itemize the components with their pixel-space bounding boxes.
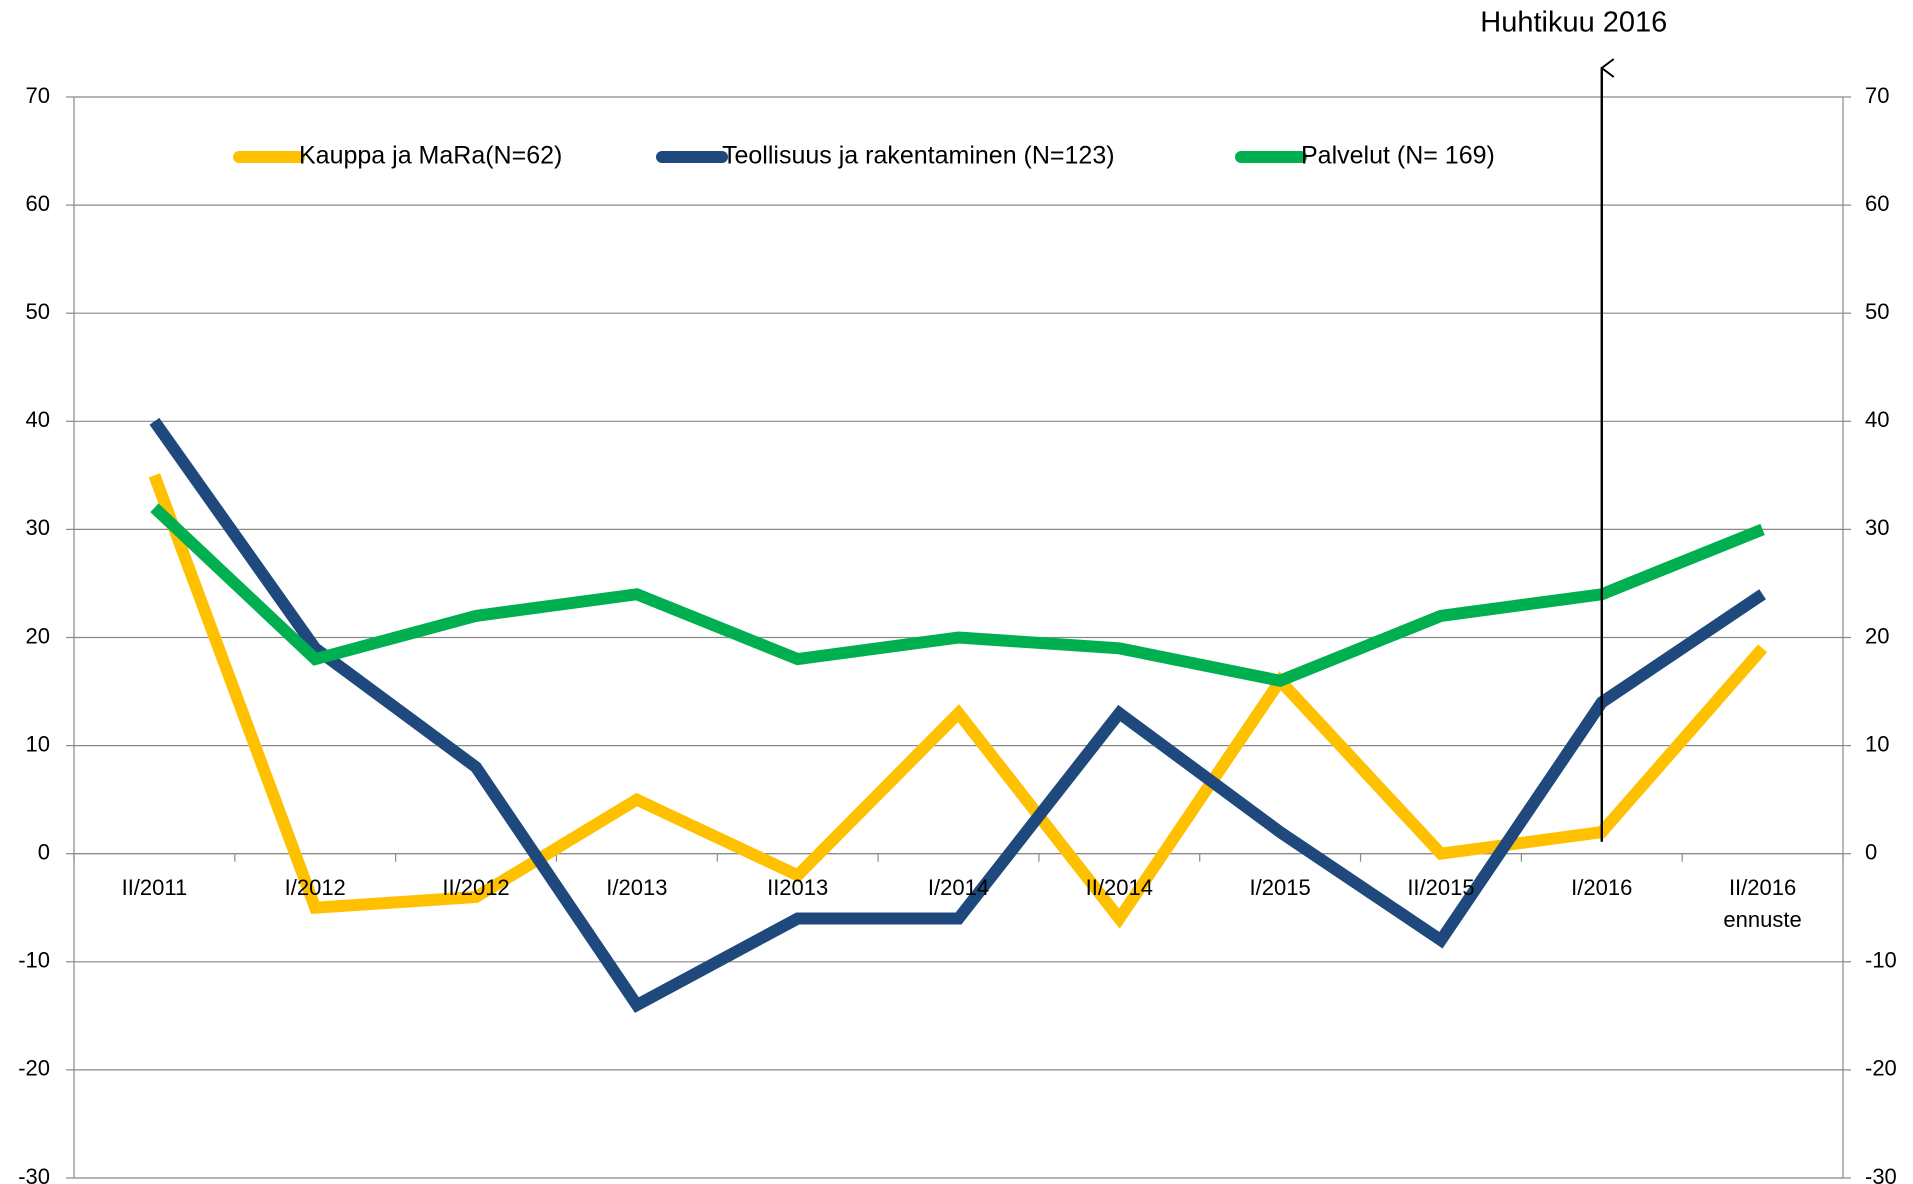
y2-tick-label: 50	[1865, 299, 1889, 324]
x-tick-label: II/2016 ennuste	[1723, 874, 1802, 932]
series-line	[149, 417, 1766, 1013]
x-tick-label: II2013	[767, 874, 829, 900]
y2-tick-label: 0	[1865, 840, 1877, 865]
y2-tick-label: 40	[1865, 407, 1889, 432]
series-line	[150, 503, 1765, 687]
y-tick-label: 0	[38, 840, 50, 865]
y-tick-label: 50	[26, 299, 50, 324]
x-tick-label: I/2015	[1249, 874, 1311, 900]
x-tick-label: II/2014	[1085, 874, 1153, 900]
y2-tick-label: -20	[1865, 1056, 1897, 1081]
annotation: Huhtikuu 2016	[1480, 7, 1667, 39]
x-tick-label: I/2013	[606, 874, 668, 900]
legend-label: Teollisuus ja rakentaminen (N=123)	[722, 142, 1115, 170]
x-tick-label: I/2016	[1571, 874, 1633, 900]
y-tick-label: 10	[26, 731, 50, 756]
x-tick-label: II/2015	[1407, 874, 1475, 900]
y2-tick-label: 70	[1865, 83, 1889, 108]
y2-tick-label: 60	[1865, 191, 1889, 216]
y2-tick-label: 10	[1865, 731, 1889, 756]
y2-tick-label: 20	[1865, 623, 1889, 648]
y2-tick-label: 30	[1865, 515, 1889, 540]
y2-tick-label: -30	[1865, 1164, 1897, 1184]
x-tick-label: II/2011	[121, 874, 188, 900]
x-tick-label: II/2012	[442, 874, 510, 900]
y2-tick-label: -10	[1865, 948, 1897, 973]
y-tick-label: 40	[26, 407, 50, 432]
y-tick-label: 20	[26, 623, 50, 648]
y-tick-label: -10	[18, 948, 50, 973]
y-tick-label: 60	[26, 191, 50, 216]
legend-label: Kauppa ja MaRa(N=62)	[299, 142, 562, 170]
x-tick-label: I/2014	[927, 874, 990, 900]
legend-label: Palvelut (N= 169)	[1301, 142, 1495, 170]
x-tick-label: I/2012	[284, 874, 346, 900]
y-tick-label: -20	[18, 1056, 50, 1081]
y-tick-label: 30	[26, 515, 50, 540]
y-tick-label: 70	[26, 83, 50, 108]
series-line	[148, 473, 1768, 929]
y-tick-label: -30	[18, 1164, 50, 1184]
